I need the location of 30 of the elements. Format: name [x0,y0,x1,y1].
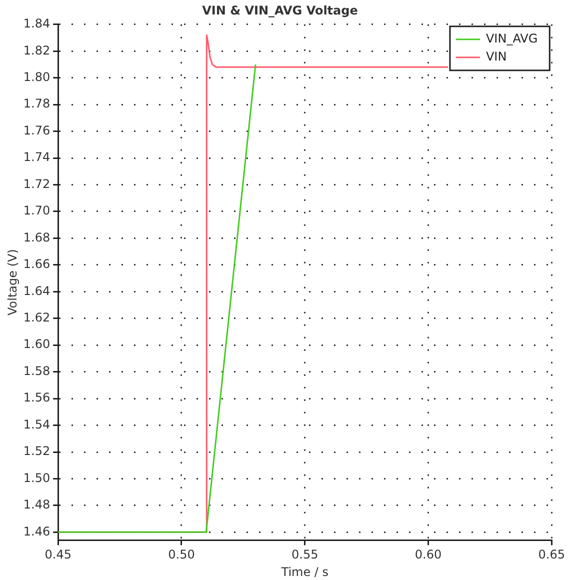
y-tick-label: 1.82 [23,43,50,58]
legend-label: VIN_AVG [486,32,538,46]
x-tick-label: 0.65 [538,548,565,562]
x-tick-label: 0.45 [44,548,72,562]
y-tick-label: 1.50 [23,470,50,485]
y-tick-label: 1.78 [23,96,50,111]
y-axis-title: Voltage (V) [5,249,20,316]
y-tick-label: 1.62 [23,310,50,325]
y-tick-label: 1.60 [23,337,50,352]
y-tick-label: 1.80 [23,70,50,84]
x-tick-label: 0.55 [292,548,318,562]
y-tick-label: 1.74 [23,150,50,164]
x-tick-label: 0.60 [414,548,442,562]
y-tick-label: 1.48 [23,498,50,512]
y-tick-label: 1.66 [23,257,50,272]
y-tick-label: 1.70 [23,204,50,218]
y-tick-label: 1.72 [23,176,50,191]
y-tick-label: 1.64 [23,284,50,298]
x-tick-label: 0.50 [168,548,195,562]
y-tick-label: 1.68 [23,230,50,244]
y-tick-label: 1.52 [23,444,50,458]
y-tick-label: 1.76 [23,123,50,138]
legend-label: VIN [486,50,507,64]
y-tick-label: 1.84 [23,16,50,31]
chart-title: VIN & VIN_AVG Voltage [202,3,358,18]
x-axis-title: Time / s [280,564,329,579]
y-tick-label: 1.56 [23,390,50,405]
y-tick-label: 1.46 [23,524,50,538]
y-tick-label: 1.58 [23,364,50,378]
y-tick-label: 1.54 [23,417,50,432]
